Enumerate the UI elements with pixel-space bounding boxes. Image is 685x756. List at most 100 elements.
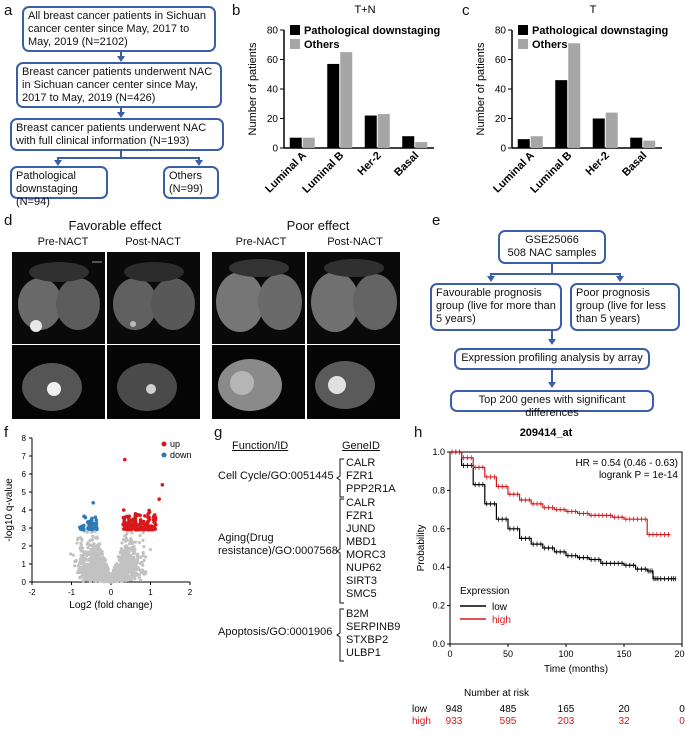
y-tick-label: 0.8 (432, 485, 445, 495)
risk-value: 0 (679, 704, 685, 715)
point-nonsignificant (89, 555, 93, 559)
go-function-aging: Aging(Drug resistance)/GO:0007568 (218, 532, 338, 558)
point-nonsignificant (124, 572, 128, 576)
go-function-cell-cycle: Cell Cycle/GO:0051445 (218, 470, 334, 482)
point-nonsignificant (130, 531, 134, 535)
point-nonsignificant (74, 559, 78, 563)
y-tick-label: 20 (267, 114, 279, 125)
point-nonsignificant (73, 564, 77, 568)
point-up (127, 514, 132, 519)
point-down (92, 526, 96, 530)
flow-a-arrow-3 (120, 151, 122, 158)
legend-label: Others (304, 39, 339, 51)
chart-title: T (590, 4, 597, 16)
gene-item: STXBP2 (346, 634, 389, 646)
risk-table-title: Number at risk (464, 688, 530, 699)
flow-e-dataset-id: GSE25066 (525, 234, 579, 246)
x-tick-label: 50 (503, 649, 513, 659)
point-nonsignificant (101, 577, 105, 582)
point-nonsignificant (84, 562, 89, 567)
point-nonsignificant (127, 570, 131, 574)
y-tick-label: 0.6 (432, 524, 445, 534)
legend-dot-down (161, 452, 167, 458)
point-nonsignificant (121, 537, 126, 542)
flowchart-a: All breast cancer patients in Sichuan ca… (0, 0, 230, 210)
x-tick-label: 0 (109, 588, 114, 597)
flow-e-arrow-right (619, 273, 621, 277)
point-nonsignificant (99, 574, 103, 578)
mri-poor-pre-axial (212, 252, 305, 344)
point-up (152, 517, 156, 522)
x-tick-label: 200 (674, 649, 685, 659)
point-nonsignificant (82, 559, 86, 563)
point-nonsignificant (100, 564, 104, 568)
y-tick-label: 0.0 (432, 639, 445, 649)
flow-a-arrow-left (57, 157, 59, 160)
y-tick-label: 0 (500, 144, 506, 155)
point-nonsignificant (139, 569, 143, 573)
point-down (83, 515, 88, 520)
x-tick-label: Basal (392, 150, 421, 179)
flow-e-box-top-genes: Top 200 genes with significant differenc… (450, 390, 654, 419)
y-tick-label: 0.2 (432, 601, 445, 611)
point-up (142, 526, 147, 530)
y-axis-label: Number of patients (475, 42, 487, 135)
legend-swatch (290, 25, 300, 35)
flow-e-box-poor: Poor prognosis group (live for less than… (570, 283, 680, 331)
mri-poor-pre-sagittal (212, 345, 305, 419)
gene-item: CALR (346, 457, 376, 469)
risk-value: 595 (500, 716, 517, 727)
point-up (149, 527, 154, 532)
point-nonsignificant (142, 544, 146, 549)
x-axis-label: Time (months) (544, 664, 608, 675)
brace-apoptosis (336, 608, 344, 662)
point-up (127, 517, 131, 521)
point-nonsignificant (97, 571, 101, 575)
point-nonsignificant (83, 565, 88, 569)
point-nonsignificant (104, 573, 108, 577)
flow-a-arrowhead-right (195, 160, 203, 166)
x-tick-label: -1 (68, 588, 76, 597)
point-nonsignificant (96, 546, 101, 550)
gene-item: MORC3 (346, 549, 386, 561)
y-tick-label: 60 (267, 55, 279, 66)
point-nonsignificant (141, 538, 145, 542)
gene-item: MBD1 (346, 536, 377, 548)
chart-title: 209414_at (520, 427, 573, 439)
panel-label-d: d (4, 212, 13, 229)
point-up (131, 517, 136, 521)
logrank-annotation: logrank P = 1e-14 (599, 470, 678, 481)
point-up (145, 527, 150, 532)
point-nonsignificant (138, 578, 143, 582)
point-nonsignificant (119, 548, 124, 553)
point-nonsignificant (103, 559, 107, 563)
mri-poor-post-sagittal (307, 345, 400, 419)
point-up (130, 523, 135, 528)
flow-a-arrowhead-1 (117, 56, 125, 62)
poor-post-label: Post-NACT (327, 236, 383, 248)
point-nonsignificant (136, 556, 140, 561)
bar-her-2-1 (605, 112, 618, 148)
y-tick-label: 20 (495, 114, 507, 125)
point-nonsignificant (105, 576, 109, 580)
point-nonsignificant (133, 540, 138, 544)
point-nonsignificant (78, 575, 82, 580)
point-nonsignificant (142, 572, 146, 576)
risk-value: 203 (558, 716, 575, 727)
point-down (94, 518, 99, 523)
bar-luminal-b-1 (568, 43, 581, 148)
point-nonsignificant (95, 565, 99, 569)
mri-fav-pre-sagittal (12, 345, 105, 419)
x-tick-label: -2 (28, 588, 36, 597)
legend-swatch (518, 25, 528, 35)
point-nonsignificant (89, 538, 93, 542)
point-nonsignificant (99, 560, 103, 564)
point-nonsignificant (83, 573, 87, 577)
bar-her-2-1 (377, 114, 390, 148)
flow-e-arrow-3 (551, 370, 553, 383)
legend-swatch (290, 39, 300, 49)
point-nonsignificant (113, 564, 118, 568)
table-head-gene: GeneID (342, 440, 380, 452)
y-tick-label: 40 (267, 85, 279, 96)
y-tick-label: 3 (22, 524, 27, 533)
